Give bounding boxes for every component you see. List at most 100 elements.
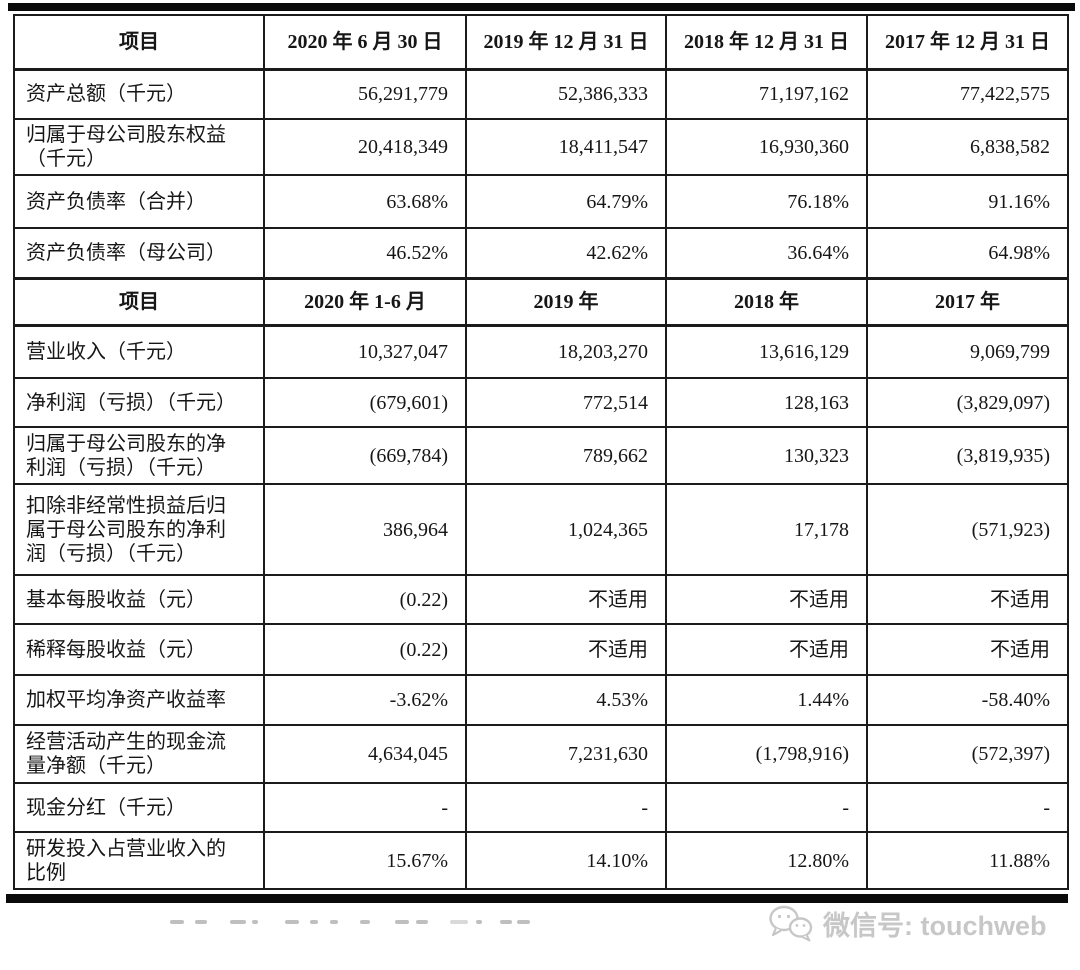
row-label: 基本每股收益（元） — [13, 574, 265, 625]
cell-value: 130,323 — [665, 426, 868, 485]
column-header: 项目 — [13, 14, 265, 71]
table-row: 基本每股收益（元） (0.22) 不适用 不适用 不适用 — [13, 574, 1069, 625]
cell-value: 10,327,047 — [263, 324, 467, 379]
cell-value: 386,964 — [263, 483, 467, 576]
row-label: 归属于母公司股东的净 利润（亏损）（千元） — [13, 426, 265, 485]
cell-value: - — [263, 782, 467, 833]
row-label: 研发投入占营业收入的 比例 — [13, 831, 265, 890]
cell-value: 不适用 — [465, 623, 667, 676]
column-header: 2018 年 — [665, 276, 868, 327]
row-label: 资产负债率（母公司） — [13, 227, 265, 279]
cell-value: (1,798,916) — [665, 724, 868, 784]
table-row: 净利润（亏损）（千元） (679,601) 772,514 128,163 (3… — [13, 377, 1069, 428]
cell-value: 16,930,360 — [665, 118, 868, 176]
cell-value: 不适用 — [465, 574, 667, 625]
cell-value: 64.98% — [866, 227, 1069, 279]
cell-value: 1.44% — [665, 674, 868, 726]
cell-value: 15.67% — [263, 831, 467, 890]
row-label: 加权平均净资产收益率 — [13, 674, 265, 726]
cell-value: - — [866, 782, 1069, 833]
column-header: 2019 年 12 月 31 日 — [465, 14, 667, 71]
row-label: 净利润（亏损）（千元） — [13, 377, 265, 428]
cell-value: - — [665, 782, 868, 833]
cell-value: (0.22) — [263, 574, 467, 625]
financial-table: 项目 2020 年 6 月 30 日 2019 年 12 月 31 日 2018… — [13, 14, 1069, 890]
cell-value: 13,616,129 — [665, 324, 868, 379]
column-header: 项目 — [13, 276, 265, 327]
wechat-watermark: 微信号: touchweb — [768, 901, 1047, 945]
cell-value: 不适用 — [866, 574, 1069, 625]
cell-value: 18,411,547 — [465, 118, 667, 176]
cell-value: 789,662 — [465, 426, 667, 485]
table-row: 研发投入占营业收入的 比例 15.67% 14.10% 12.80% 11.88… — [13, 831, 1069, 890]
column-header: 2019 年 — [465, 276, 667, 327]
cell-value: 17,178 — [665, 483, 868, 576]
cell-value: 9,069,799 — [866, 324, 1069, 379]
table-row: 归属于母公司股东的净 利润（亏损）（千元） (669,784) 789,662 … — [13, 426, 1069, 485]
row-label: 营业收入（千元） — [13, 324, 265, 379]
table-row: 加权平均净资产收益率 -3.62% 4.53% 1.44% -58.40% — [13, 674, 1069, 726]
cell-value: (669,784) — [263, 426, 467, 485]
table-row: 营业收入（千元） 10,327,047 18,203,270 13,616,12… — [13, 324, 1069, 379]
cell-value: 46.52% — [263, 227, 467, 279]
cell-value: -3.62% — [263, 674, 467, 726]
cell-value: 42.62% — [465, 227, 667, 279]
cell-value: 14.10% — [465, 831, 667, 890]
row-label: 归属于母公司股东权益 （千元） — [13, 118, 265, 176]
table-header-row-balance: 项目 2020 年 6 月 30 日 2019 年 12 月 31 日 2018… — [13, 14, 1069, 71]
table-row: 资产负债率（合并） 63.68% 64.79% 76.18% 91.16% — [13, 174, 1069, 229]
cell-value: (3,819,935) — [866, 426, 1069, 485]
cell-value: 91.16% — [866, 174, 1069, 229]
column-header: 2018 年 12 月 31 日 — [665, 14, 868, 71]
cell-value: - — [465, 782, 667, 833]
cell-value: 不适用 — [866, 623, 1069, 676]
row-label: 现金分红（千元） — [13, 782, 265, 833]
cell-value: 4,634,045 — [263, 724, 467, 784]
cell-value: (0.22) — [263, 623, 467, 676]
cell-value: -58.40% — [866, 674, 1069, 726]
table-row: 稀释每股收益（元） (0.22) 不适用 不适用 不适用 — [13, 623, 1069, 676]
cell-value: 12.80% — [665, 831, 868, 890]
cell-value: 77,422,575 — [866, 68, 1069, 120]
cell-value: 4.53% — [465, 674, 667, 726]
row-label: 稀释每股收益（元） — [13, 623, 265, 676]
cell-value: 128,163 — [665, 377, 868, 428]
cell-value: 11.88% — [866, 831, 1069, 890]
table-header-row-income: 项目 2020 年 1-6 月 2019 年 2018 年 2017 年 — [13, 276, 1069, 327]
cell-value: 64.79% — [465, 174, 667, 229]
cell-value: (572,397) — [866, 724, 1069, 784]
row-label: 扣除非经常性损益后归 属于母公司股东的净利 润（亏损）（千元） — [13, 483, 265, 576]
column-header: 2017 年 12 月 31 日 — [866, 14, 1069, 71]
cell-value: 63.68% — [263, 174, 467, 229]
cell-value: 76.18% — [665, 174, 868, 229]
cell-value: (679,601) — [263, 377, 467, 428]
top-divider-bar — [8, 3, 1075, 11]
column-header: 2020 年 1-6 月 — [263, 276, 467, 327]
column-header: 2020 年 6 月 30 日 — [263, 14, 467, 71]
faded-text-remnant — [170, 918, 530, 926]
cell-value: 71,197,162 — [665, 68, 868, 120]
wechat-icon — [769, 905, 813, 942]
cell-value: 52,386,333 — [465, 68, 667, 120]
cell-value: 20,418,349 — [263, 118, 467, 176]
cell-value: (571,923) — [866, 483, 1069, 576]
table-row: 现金分红（千元） - - - - — [13, 782, 1069, 833]
row-label: 经营活动产生的现金流 量净额（千元） — [13, 724, 265, 784]
cell-value: 不适用 — [665, 574, 868, 625]
cell-value: 772,514 — [465, 377, 667, 428]
cell-value: 6,838,582 — [866, 118, 1069, 176]
cell-value: 18,203,270 — [465, 324, 667, 379]
row-label: 资产总额（千元） — [13, 68, 265, 120]
table-row: 资产总额（千元） 56,291,779 52,386,333 71,197,16… — [13, 68, 1069, 120]
table-row: 归属于母公司股东权益 （千元） 20,418,349 18,411,547 16… — [13, 118, 1069, 176]
table-row: 扣除非经常性损益后归 属于母公司股东的净利 润（亏损）（千元） 386,964 … — [13, 483, 1069, 576]
bottom-divider-bar — [6, 894, 1068, 903]
cell-value: 1,024,365 — [465, 483, 667, 576]
cell-value: 36.64% — [665, 227, 868, 279]
column-header: 2017 年 — [866, 276, 1069, 327]
cell-value: 不适用 — [665, 623, 868, 676]
cell-value: 7,231,630 — [465, 724, 667, 784]
row-label: 资产负债率（合并） — [13, 174, 265, 229]
table-row: 经营活动产生的现金流 量净额（千元） 4,634,045 7,231,630 (… — [13, 724, 1069, 784]
cell-value: (3,829,097) — [866, 377, 1069, 428]
